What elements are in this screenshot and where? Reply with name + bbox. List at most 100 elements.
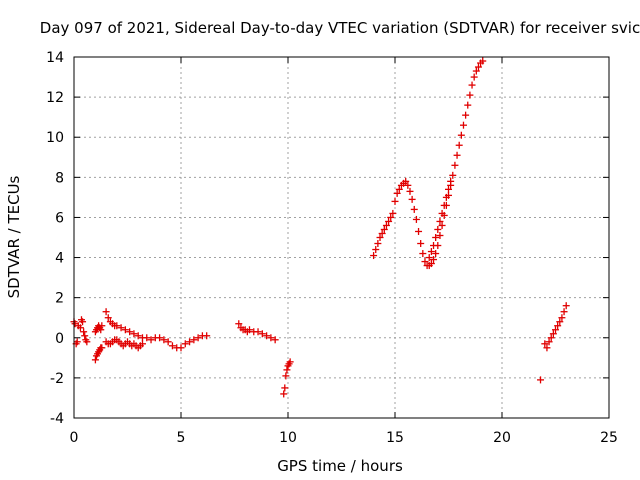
data-point (203, 332, 211, 340)
y-tick-label: 2 (55, 291, 64, 307)
data-point (438, 209, 446, 217)
data-point (466, 91, 474, 99)
data-point (194, 334, 202, 342)
data-point (138, 340, 146, 348)
data-point (235, 320, 243, 328)
data-point (455, 141, 463, 149)
y-tick-label: 14 (46, 50, 64, 66)
data-point (372, 246, 380, 254)
data-point (83, 338, 91, 346)
data-point (436, 231, 444, 239)
x-tick-label: 15 (386, 430, 404, 446)
data-point (427, 260, 435, 268)
y-tick-label: -2 (50, 371, 64, 387)
data-point (281, 384, 289, 392)
data-point (549, 330, 557, 338)
data-point (430, 242, 438, 250)
data-point (412, 215, 420, 223)
y-tick-label: 8 (55, 170, 64, 186)
data-point (98, 322, 106, 330)
y-axis-label: SDTVAR / TECUs (5, 175, 23, 298)
data-point (117, 324, 125, 332)
data-point (449, 171, 457, 179)
data-point (380, 225, 388, 233)
data-point (393, 189, 401, 197)
data-point (425, 254, 433, 262)
data-point (558, 314, 566, 322)
y-tick-label: 10 (46, 130, 64, 146)
data-point (434, 225, 442, 233)
chart-title: Day 097 of 2021, Sidereal Day-to-day VTE… (40, 19, 640, 37)
data-point (91, 356, 99, 364)
data-point (462, 111, 470, 119)
data-point (545, 338, 553, 346)
data-point (286, 358, 294, 366)
data-points (70, 57, 570, 398)
grid (74, 57, 609, 418)
data-point (134, 332, 142, 340)
x-tick-label: 5 (177, 430, 186, 446)
data-point (104, 314, 112, 322)
data-point (421, 258, 429, 266)
data-point (457, 131, 465, 139)
data-point (387, 213, 395, 221)
data-point (374, 240, 382, 248)
data-point (445, 185, 452, 193)
data-point (451, 161, 459, 169)
data-point (73, 338, 81, 346)
data-point (263, 332, 271, 340)
data-point (470, 73, 478, 81)
data-point (560, 308, 568, 316)
data-point (382, 221, 390, 229)
data-point (370, 252, 378, 260)
data-point (164, 338, 172, 346)
data-point (271, 336, 279, 344)
data-point (562, 302, 570, 310)
data-point (168, 342, 176, 350)
data-point (126, 328, 134, 336)
x-tick-label: 25 (600, 430, 618, 446)
data-point (280, 390, 288, 398)
data-point (376, 234, 384, 241)
x-tick-label: 20 (493, 430, 511, 446)
y-axis-ticks: -4 -2 0 2 4 6 8 10 12 14 (46, 50, 609, 427)
data-point (282, 372, 290, 380)
data-point (438, 221, 446, 229)
data-point (267, 334, 275, 342)
y-tick-label: 12 (46, 90, 64, 106)
data-point (408, 195, 416, 203)
data-point (391, 197, 399, 205)
data-point (406, 187, 414, 195)
data-point (121, 326, 129, 334)
data-point (432, 250, 440, 258)
data-point (395, 185, 403, 193)
data-point (554, 322, 562, 330)
data-point (415, 227, 423, 235)
data-point (537, 376, 545, 384)
data-point (547, 334, 555, 342)
data-point (76, 324, 84, 332)
data-point (98, 344, 106, 352)
data-point (472, 67, 480, 75)
data-point (156, 334, 164, 342)
data-point (543, 344, 551, 352)
data-point (113, 322, 121, 330)
data-point (190, 336, 198, 344)
data-point (410, 205, 418, 213)
data-point (417, 240, 425, 248)
data-point (447, 177, 455, 185)
data-point (102, 308, 110, 316)
data-point (378, 229, 386, 237)
data-point (442, 193, 450, 201)
data-point (464, 101, 472, 109)
data-point (143, 334, 151, 342)
data-point (97, 326, 105, 334)
data-point (130, 330, 138, 338)
data-point (160, 336, 168, 344)
y-tick-label: 0 (55, 331, 64, 347)
data-point (436, 217, 444, 225)
x-axis-ticks: 0 5 10 15 20 25 (70, 57, 618, 446)
y-tick-label: 4 (55, 251, 64, 267)
data-point (385, 217, 393, 225)
